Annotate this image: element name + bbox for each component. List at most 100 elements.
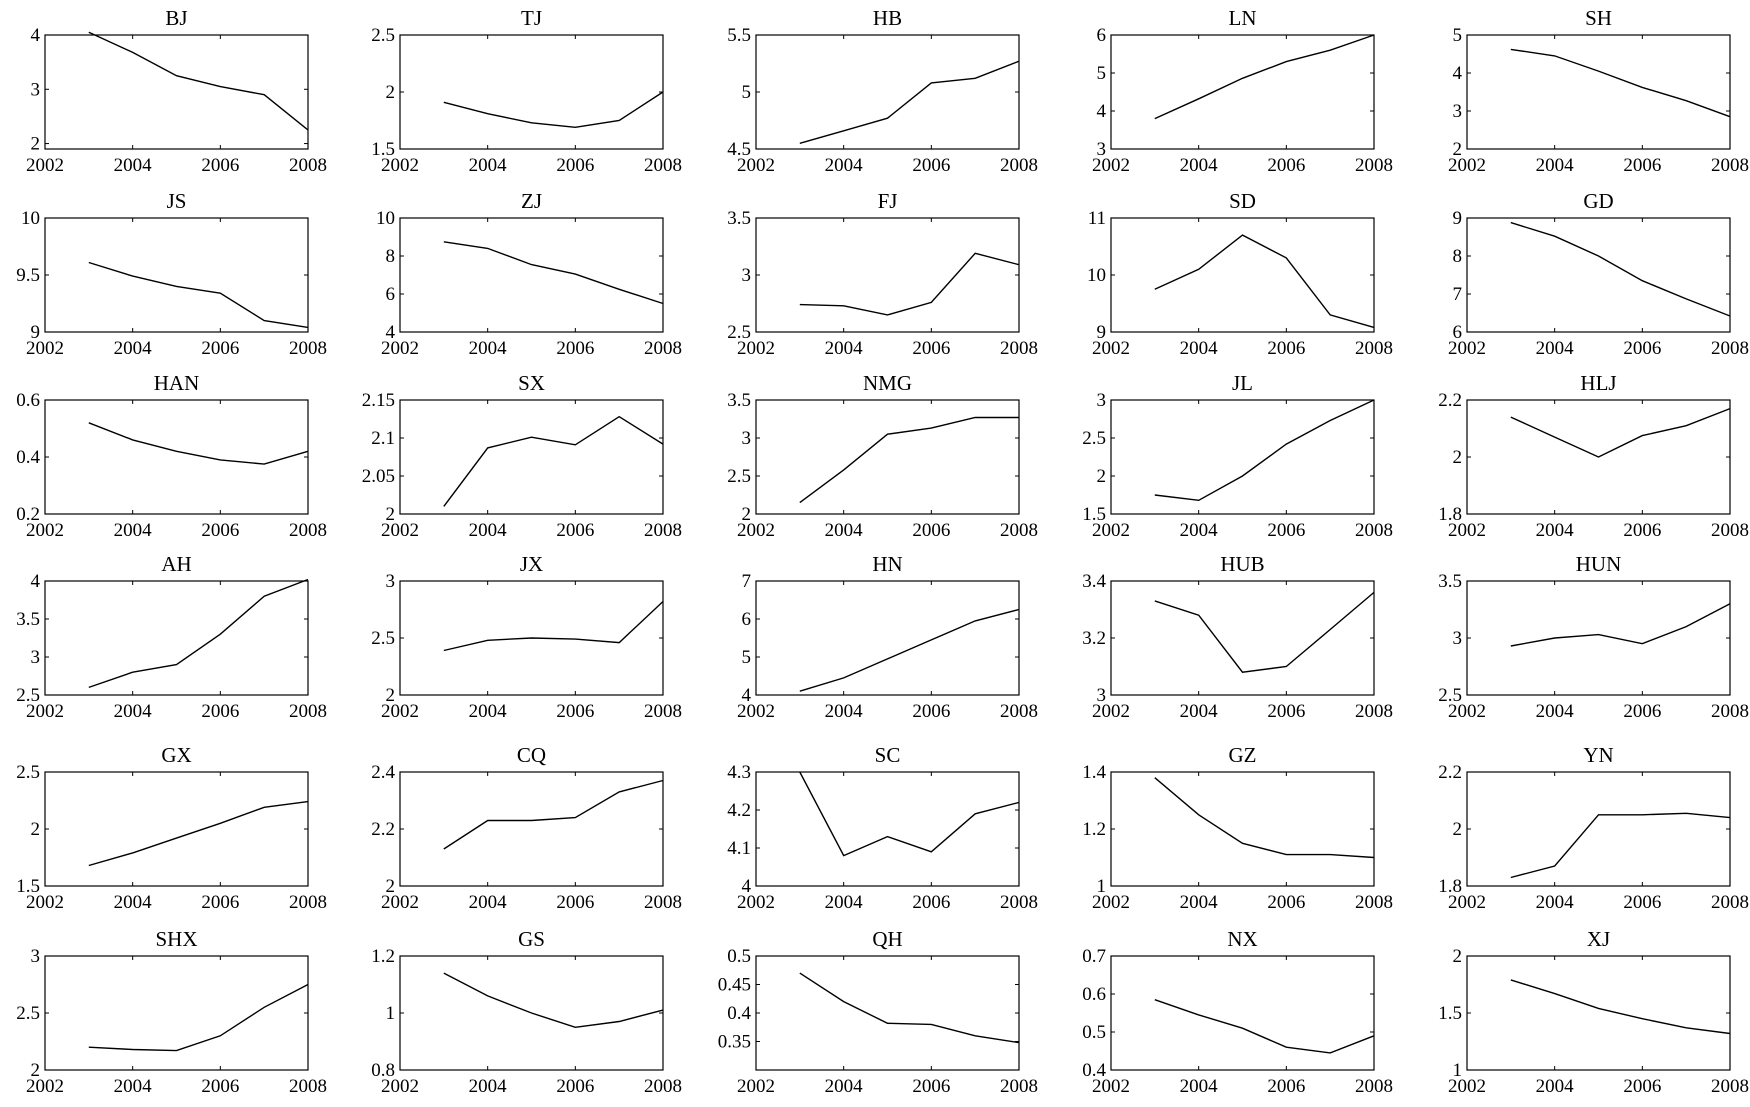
subplot-title: GZ	[1229, 743, 1257, 767]
plot-frame	[1110, 955, 1375, 1071]
x-tick-label: 2004	[825, 520, 864, 541]
y-tick-label: 3	[1097, 390, 1107, 411]
x-tick-label: 2002	[737, 892, 775, 913]
subplot-jx: JX 2002 2004 2006 2008 2 2.5 3	[371, 552, 682, 722]
y-tick-label: 6	[1097, 25, 1107, 46]
subplot-title: QH	[872, 927, 902, 951]
y-tick-label: 0.8	[371, 1060, 395, 1081]
x-tick-label: 2006	[1623, 338, 1661, 359]
plot-frame	[44, 399, 309, 515]
x-tick-label: 2004	[825, 155, 864, 176]
y-tick-label: 0.4	[16, 447, 40, 468]
y-tick-label: 2.5	[727, 466, 751, 487]
subplot-title: HUN	[1576, 552, 1622, 576]
x-tick-label: 2002	[1092, 155, 1130, 176]
x-tick-label: 2008	[289, 338, 327, 359]
x-tick-label: 2002	[1092, 1076, 1130, 1097]
series-line	[443, 415, 664, 507]
y-tick-label: 2	[386, 504, 396, 525]
series-line	[443, 241, 664, 305]
x-tick-label: 2004	[469, 701, 508, 722]
series-line	[799, 608, 1020, 692]
subplot-title: BJ	[165, 6, 187, 30]
x-tick-label: 2006	[912, 1076, 950, 1097]
x-tick-label: 2008	[644, 1076, 682, 1097]
x-tick-label: 2008	[1711, 520, 1749, 541]
y-tick-label: 9	[1453, 208, 1463, 229]
subplot-title: GD	[1583, 189, 1613, 213]
x-tick-label: 2006	[1267, 892, 1305, 913]
series-line	[1154, 234, 1375, 329]
plot-frame	[44, 580, 309, 696]
subplot-title: NMG	[863, 371, 912, 395]
y-tick-label: 6	[386, 284, 396, 305]
y-tick-label: 4	[742, 876, 752, 897]
x-tick-label: 2006	[1267, 155, 1305, 176]
y-tick-label: 4	[386, 322, 396, 343]
y-tick-label: 2.5	[16, 685, 40, 706]
subplot-js: JS 2002 2004 2006 2008 9 9.5 10	[16, 189, 327, 359]
plot-frame	[1110, 580, 1375, 696]
series-line	[88, 800, 309, 867]
y-tick-label: 0.5	[1082, 1022, 1106, 1043]
x-tick-label: 2002	[26, 892, 64, 913]
y-tick-label: 3	[742, 265, 752, 286]
subplot-title: JL	[1232, 371, 1253, 395]
subplot-title: YN	[1583, 743, 1613, 767]
subplot-gz: GZ 2002 2004 2006 2008 1 1.2 1.4	[1082, 743, 1393, 913]
y-tick-label: 4	[742, 685, 752, 706]
plot-frame	[1110, 34, 1375, 150]
subplot-title: SC	[875, 743, 901, 767]
y-tick-label: 0.6	[16, 390, 40, 411]
y-tick-label: 0.7	[1082, 946, 1106, 967]
y-tick-label: 2.5	[1438, 685, 1462, 706]
plot-frame	[755, 955, 1020, 1071]
y-tick-label: 3	[31, 946, 41, 967]
y-tick-label: 3.5	[1438, 571, 1462, 592]
y-tick-label: 2	[31, 819, 41, 840]
x-tick-label: 2002	[381, 892, 419, 913]
y-tick-label: 4	[31, 25, 41, 46]
x-tick-label: 2008	[1711, 155, 1749, 176]
x-tick-label: 2008	[289, 701, 327, 722]
subplot-gx: GX 2002 2004 2006 2008 1.5 2 2.5	[16, 743, 327, 913]
subplot-title: HN	[872, 552, 902, 576]
subplot-nx: NX 2002 2004 2006 2008 0.4 0.5 0.6 0.7	[1082, 927, 1393, 1097]
x-tick-label: 2008	[644, 892, 682, 913]
y-tick-label: 5	[1097, 63, 1107, 84]
x-tick-label: 2004	[1180, 701, 1219, 722]
x-tick-label: 2006	[556, 701, 594, 722]
y-tick-label: 5	[742, 82, 752, 103]
subplot-yn: YN 2002 2004 2006 2008 1.8 2 2.2	[1438, 743, 1749, 913]
x-tick-label: 2004	[825, 1076, 864, 1097]
plot-frame	[755, 34, 1020, 150]
y-tick-label: 3	[31, 79, 41, 100]
x-tick-label: 2006	[556, 155, 594, 176]
x-tick-label: 2008	[1711, 701, 1749, 722]
x-tick-label: 2006	[201, 701, 239, 722]
series-line	[1510, 979, 1731, 1035]
x-tick-label: 2004	[469, 338, 508, 359]
y-tick-label: 10	[21, 208, 40, 229]
y-tick-label: 3.5	[727, 208, 751, 229]
x-tick-label: 2008	[1000, 892, 1038, 913]
y-tick-label: 2.15	[362, 390, 395, 411]
subplot-title: ZJ	[521, 189, 542, 213]
y-tick-label: 2	[1453, 139, 1463, 160]
y-tick-label: 7	[1453, 284, 1463, 305]
x-tick-label: 2008	[1000, 520, 1038, 541]
x-tick-label: 2006	[1267, 1076, 1305, 1097]
x-tick-label: 2006	[1267, 338, 1305, 359]
x-tick-label: 2004	[825, 892, 864, 913]
subplot-han: HAN 2002 2004 2006 2008 0.2 0.4 0.6	[16, 371, 327, 541]
x-tick-label: 2006	[201, 1076, 239, 1097]
subplot-title: JX	[520, 552, 543, 576]
y-tick-label: 3	[742, 428, 752, 449]
subplot-title: GX	[161, 743, 191, 767]
x-tick-label: 2002	[737, 520, 775, 541]
series-line	[1510, 48, 1731, 118]
subplot-jl: JL 2002 2004 2006 2008 1.5 2 2.5 3	[1082, 371, 1393, 541]
series-line	[443, 972, 664, 1029]
y-tick-label: 0.5	[727, 946, 751, 967]
plot-frame	[1110, 399, 1375, 515]
